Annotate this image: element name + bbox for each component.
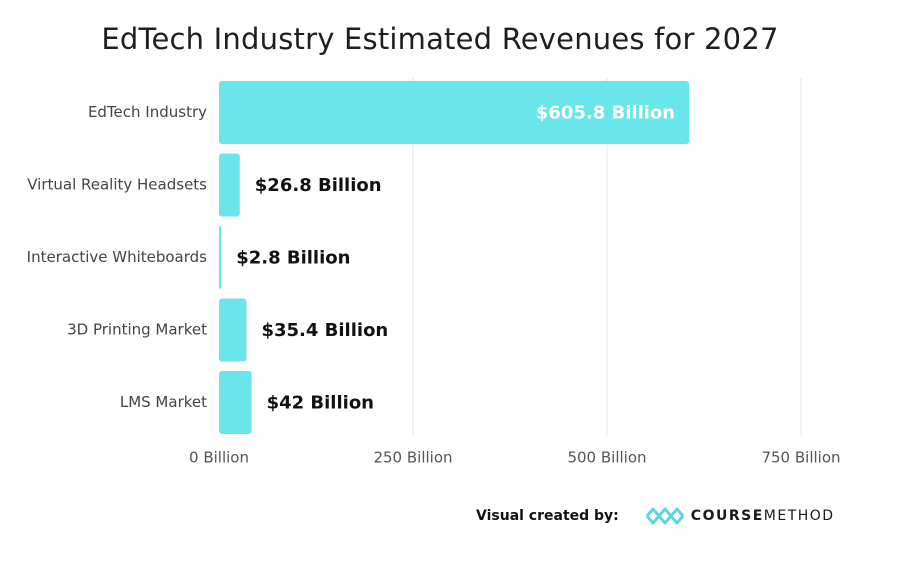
chart-title: EdTech Industry Estimated Revenues for 2… <box>101 22 779 56</box>
x-tick-label: 0 Billion <box>189 449 249 467</box>
category-label: Interactive Whiteboards <box>27 248 208 266</box>
credit-text: Visual created by: <box>476 508 619 524</box>
category-labels: EdTech Industry Virtual Reality Headsets I… <box>27 103 208 411</box>
brand-name-part1: COURSE <box>690 508 764 524</box>
category-label: LMS Market <box>120 393 207 411</box>
brand-name-part2: METHOD <box>763 508 835 524</box>
x-tick-label: 750 Billion <box>761 449 840 467</box>
bar-chart: EdTech Industry Virtual Reality Headsets I… <box>27 78 841 467</box>
data-label: $42 Billion <box>267 393 374 414</box>
data-label: $605.8 Billion <box>536 103 675 124</box>
data-label: $2.8 Billion <box>236 248 350 269</box>
bar <box>219 153 240 217</box>
bar <box>219 226 222 289</box>
coursemethod-logo-icon <box>645 507 684 525</box>
data-label: $35.4 Billion <box>261 320 388 341</box>
category-label: EdTech Industry <box>88 103 207 121</box>
x-axis-tick-labels: 0 Billion 250 Billion 500 Billion 750 Billi… <box>189 449 841 467</box>
data-labels: $605.8 Billion $26.8 Billion $2.8 Billion $… <box>236 103 675 414</box>
bar <box>219 298 247 362</box>
coursemethod-logo-text: COURSEMETHOD <box>691 508 835 524</box>
x-tick-label: 500 Billion <box>567 449 646 467</box>
coursemethod-logo: COURSEMETHOD <box>645 504 835 528</box>
footer-credit: Visual created by: COURSEMETHOD <box>476 502 835 530</box>
bars <box>219 81 690 434</box>
category-label: Virtual Reality Headsets <box>27 176 207 194</box>
bar <box>219 81 690 144</box>
category-label: 3D Printing Market <box>67 321 207 339</box>
bar <box>219 371 252 434</box>
x-tick-label: 250 Billion <box>373 449 452 467</box>
data-label: $26.8 Billion <box>255 175 382 196</box>
